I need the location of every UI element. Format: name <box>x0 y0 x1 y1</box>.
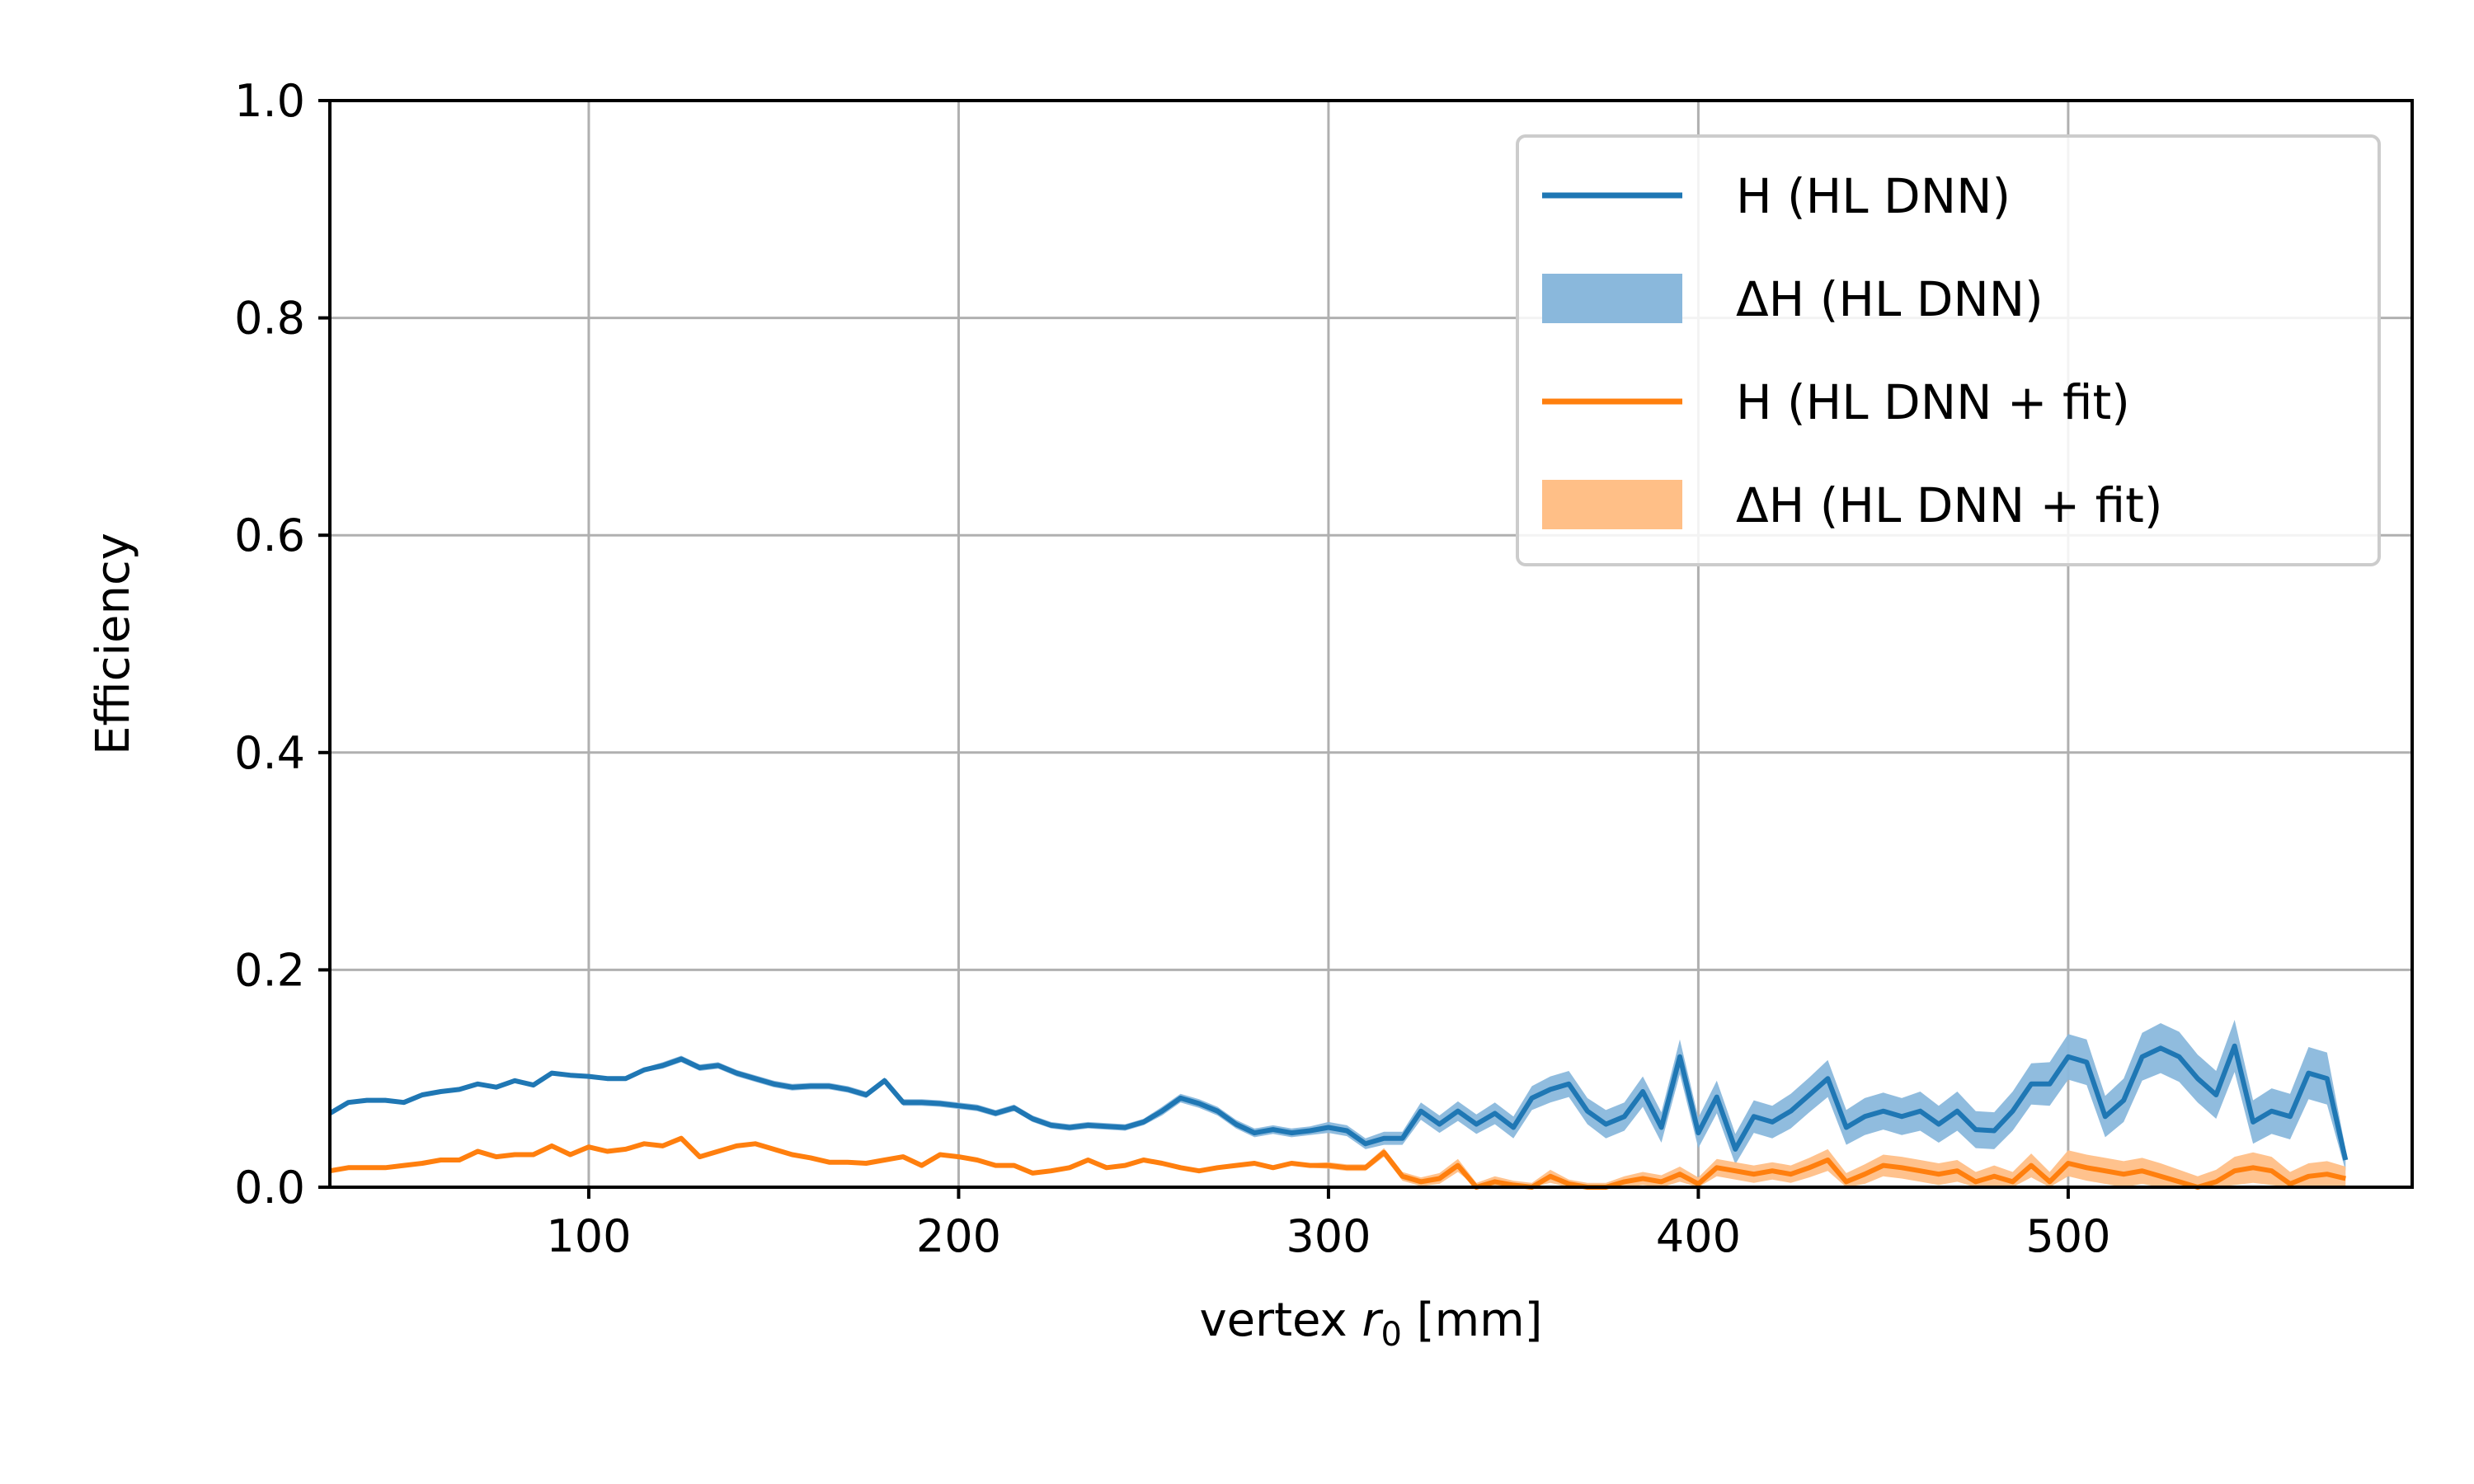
y-axis-label: Efficiency <box>87 533 140 755</box>
y-tick-label: 0.6 <box>234 510 305 561</box>
legend-band-swatch <box>1542 480 1682 529</box>
legend-label: ΔH (HL DNN + fit) <box>1736 477 2163 533</box>
x-axis-label-unit: [mm] <box>1402 1294 1543 1347</box>
x-tick-label: 400 <box>1656 1210 1741 1262</box>
x-tick-label: 300 <box>1286 1210 1371 1262</box>
x-axis-label-variable: r <box>1362 1294 1383 1347</box>
legend: H (HL DNN) ΔH (HL DNN) H (HL DNN + fit) ΔH … <box>1516 134 2381 566</box>
x-tick-label: 100 <box>546 1210 631 1262</box>
legend-label: H (HL DNN) <box>1736 168 2011 224</box>
y-tick-label: 0.2 <box>234 944 305 996</box>
legend-label: H (HL DNN + fit) <box>1736 374 2130 430</box>
series-lines <box>328 1043 2349 1190</box>
uncertainty-band-hl-dnn <box>330 1020 2346 1172</box>
axis-ticks: 100 200 300 400 500 0.0 0.2 0.4 0.6 0.8 1.0 <box>234 75 2110 1262</box>
series-line-hl-dnn-fit <box>329 1135 2346 1190</box>
legend-label: ΔH (HL DNN) <box>1736 271 2044 327</box>
legend-items: H (HL DNN) ΔH (HL DNN) H (HL DNN + fit) ΔH … <box>1542 168 2163 533</box>
y-tick-label: 0.4 <box>234 727 305 779</box>
series-line-hl-dnn <box>328 1043 2349 1161</box>
y-tick-label: 0.8 <box>234 293 305 345</box>
x-tick-label: 500 <box>2025 1210 2110 1262</box>
y-tick-label: 1.0 <box>234 75 305 127</box>
x-axis-label-subscript: 0 <box>1380 1316 1401 1354</box>
plot-frame <box>328 99 2414 1189</box>
y-tick-label: 0.0 <box>234 1162 305 1214</box>
x-tick-label: 200 <box>916 1210 1001 1262</box>
legend-band-swatch <box>1542 274 1682 323</box>
x-axis-label-prefix: vertex <box>1199 1294 1362 1347</box>
legend-box <box>1516 134 2381 566</box>
x-axis-label: vertex r0 [mm] <box>1199 1294 1542 1354</box>
